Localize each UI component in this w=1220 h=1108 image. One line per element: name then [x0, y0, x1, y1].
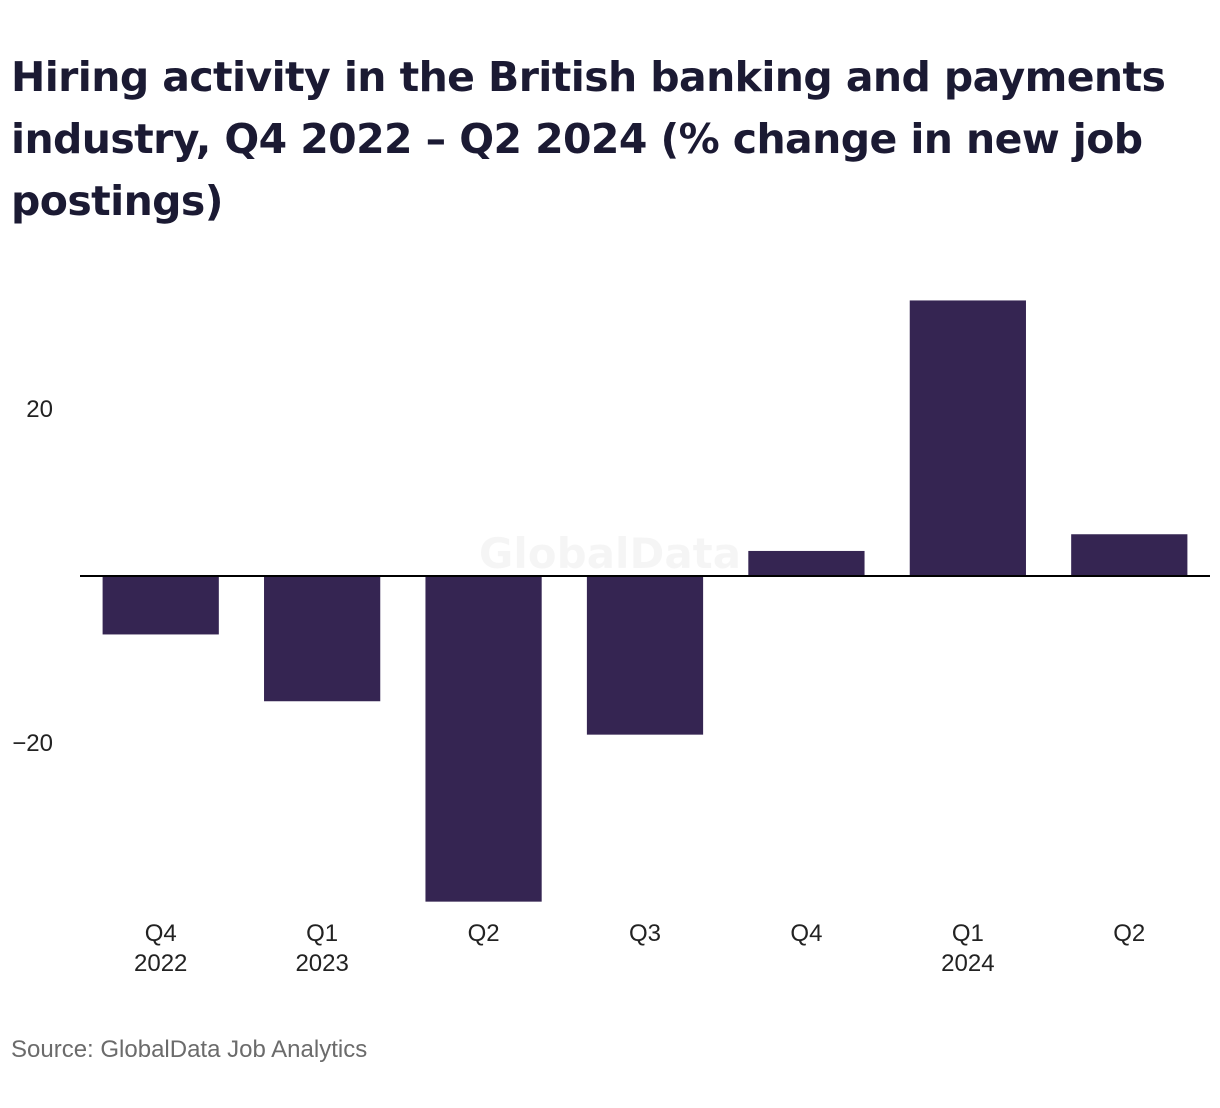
x-tick-label: Q1 [306, 920, 338, 947]
x-tick-label: 2024 [941, 950, 994, 977]
source-note: Source: GlobalData Job Analytics [11, 1036, 368, 1063]
bar-3 [586, 576, 704, 735]
bar-0 [102, 576, 219, 635]
bar-1 [264, 576, 381, 702]
chart-title: Hiring activity in the British banking a… [11, 53, 1166, 225]
x-tick-label: 2022 [134, 950, 187, 977]
y-tick-label: −20 [12, 730, 53, 757]
y-tick-label: 20 [26, 396, 53, 423]
bar-6 [1071, 534, 1188, 576]
x-axis-labels: Q4 2022 Q1 2023 Q2 Q3 Q4 Q1 2024 Q2 [134, 920, 1145, 977]
bar-2 [425, 576, 542, 902]
bars-group [102, 300, 1188, 902]
y-axis-ticks: 20 −20 [12, 396, 53, 757]
x-tick-label: Q2 [468, 920, 500, 947]
x-tick-label: Q3 [629, 920, 661, 947]
bar-4 [748, 550, 865, 576]
x-tick-label: Q4 [145, 920, 177, 947]
x-tick-label: Q4 [790, 920, 822, 947]
x-tick-label: 2023 [295, 950, 348, 977]
watermark-text: GlobalData [479, 529, 741, 578]
bar-5 [909, 300, 1026, 576]
x-tick-label: Q1 [952, 920, 984, 947]
x-tick-label: Q2 [1113, 920, 1145, 947]
